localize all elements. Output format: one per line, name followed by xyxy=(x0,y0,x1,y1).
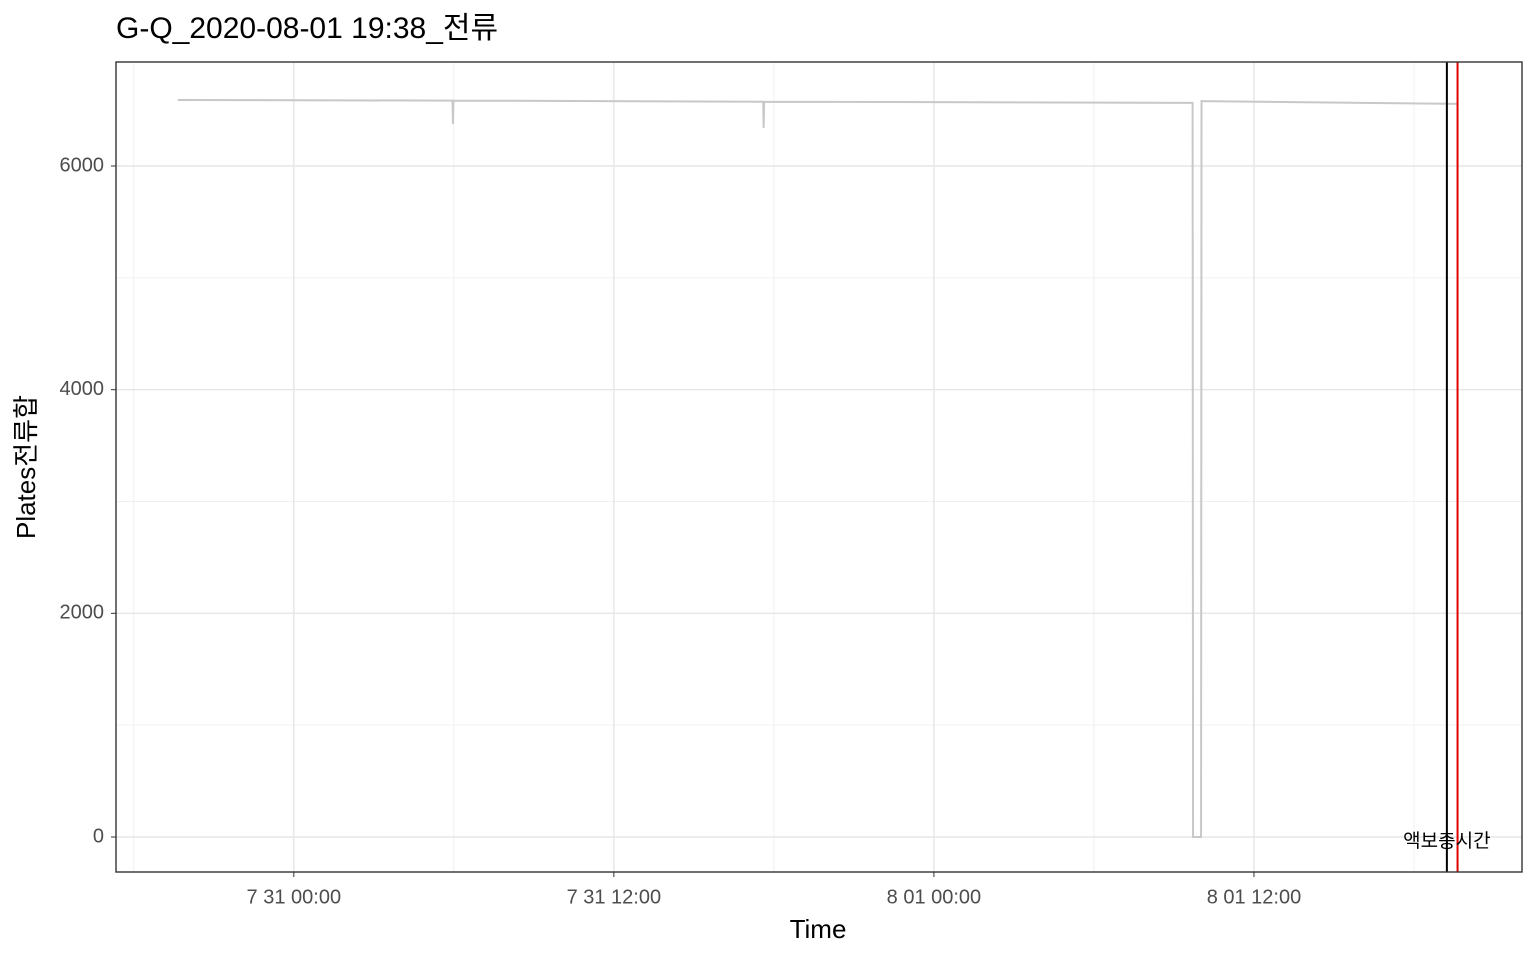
x-axis-title: Time xyxy=(790,914,847,944)
plot-background xyxy=(116,62,1522,872)
y-axis-title: Plates전류합 xyxy=(11,395,41,539)
data-line xyxy=(177,99,1458,838)
y-tick-label: 2000 xyxy=(60,602,105,624)
y-tick-label: 6000 xyxy=(60,154,105,176)
plot-border xyxy=(115,61,1523,873)
annotation: 액보충시간 xyxy=(1403,830,1490,852)
y-tick-label: 0 xyxy=(93,825,104,847)
x-tick-label: 8 01 00:00 xyxy=(887,886,982,908)
x-tick-label: 8 01 12:00 xyxy=(1207,886,1302,908)
chart-title: G-Q_2020-08-01 19:38_전류 xyxy=(116,12,498,45)
y-tick-label: 4000 xyxy=(60,378,105,400)
x-tick-label: 7 31 00:00 xyxy=(247,886,342,908)
x-tick-label: 7 31 12:00 xyxy=(567,886,662,908)
